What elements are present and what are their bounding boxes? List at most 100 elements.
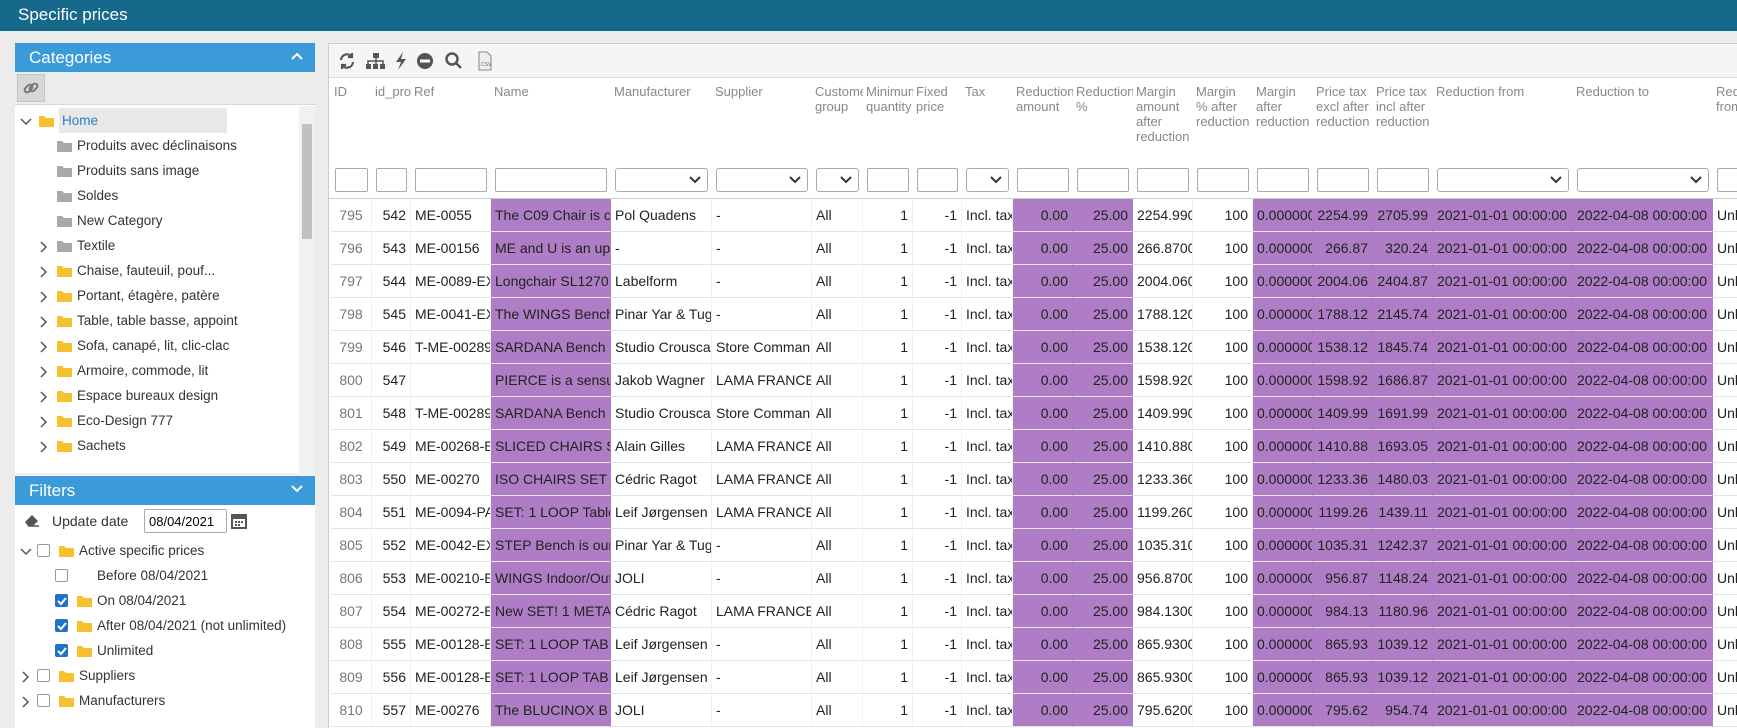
column-header[interactable]: Margin % after reduction bbox=[1193, 84, 1253, 159]
tree-node[interactable]: Sofa, canapé, lit, clic-clac bbox=[15, 333, 315, 358]
filter-label[interactable]: On 08/04/2021 bbox=[97, 588, 186, 613]
checkbox[interactable] bbox=[37, 694, 50, 707]
column-header[interactable]: Manufacturer bbox=[611, 84, 712, 159]
column-filter-input[interactable] bbox=[1197, 168, 1249, 192]
table-cell: 0.00 bbox=[1013, 298, 1073, 331]
bolt-button[interactable] bbox=[396, 52, 406, 70]
filter-label[interactable]: Manufacturers bbox=[79, 688, 165, 713]
collapse-toggle[interactable] bbox=[20, 115, 32, 129]
column-header[interactable]: Customer group bbox=[812, 84, 863, 159]
column-filter-input[interactable] bbox=[1717, 168, 1737, 192]
collapse-toggle[interactable] bbox=[20, 545, 32, 559]
expand-toggle[interactable] bbox=[38, 390, 50, 404]
column-filter-input[interactable] bbox=[1077, 168, 1129, 192]
column-filter-input[interactable] bbox=[867, 168, 909, 192]
tree-node[interactable]: Textile bbox=[15, 233, 315, 258]
vertical-scrollbar[interactable] bbox=[299, 106, 315, 489]
expand-toggle[interactable] bbox=[38, 415, 50, 429]
tree-button[interactable] bbox=[366, 53, 385, 69]
column-header[interactable]: Margin amount after reduction bbox=[1133, 84, 1193, 159]
csv-export-button[interactable]: CSV bbox=[479, 52, 492, 70]
checkbox[interactable] bbox=[37, 544, 50, 557]
column-filter-input[interactable] bbox=[1137, 168, 1189, 192]
column-filter-select[interactable] bbox=[966, 168, 1009, 192]
expand-toggle[interactable] bbox=[38, 290, 50, 304]
column-filter-input[interactable] bbox=[495, 168, 607, 192]
expand-toggle[interactable] bbox=[38, 340, 50, 354]
column-filter-select[interactable] bbox=[615, 168, 708, 192]
column-header[interactable]: Reduction from bbox=[1713, 84, 1737, 159]
expand-toggle[interactable] bbox=[38, 240, 50, 254]
column-header[interactable]: id_product bbox=[372, 84, 411, 159]
column-header[interactable]: Reduction to bbox=[1573, 84, 1713, 159]
tree-node[interactable]: Produits avec déclinaisons bbox=[15, 133, 315, 158]
column-filter-input[interactable] bbox=[1317, 168, 1369, 192]
expand-toggle[interactable] bbox=[38, 315, 50, 329]
categories-header[interactable]: Categories bbox=[15, 43, 315, 72]
tree-node[interactable]: Soldes bbox=[15, 183, 315, 208]
column-filter-select[interactable] bbox=[1577, 168, 1709, 192]
filter-label[interactable]: Unlimited bbox=[97, 638, 153, 663]
link-button[interactable] bbox=[17, 74, 45, 102]
column-header[interactable]: ID bbox=[331, 84, 372, 159]
remove-button[interactable] bbox=[417, 53, 433, 69]
column-header[interactable]: Reduction amount bbox=[1013, 84, 1073, 159]
checkbox[interactable] bbox=[55, 594, 68, 607]
column-header[interactable]: Fixed price bbox=[913, 84, 962, 159]
column-filter-select[interactable] bbox=[1437, 168, 1569, 192]
tree-node[interactable]: New Category bbox=[15, 208, 315, 233]
scroll-thumb[interactable] bbox=[302, 124, 312, 239]
column-filter-input[interactable] bbox=[415, 168, 487, 192]
filter-label[interactable]: After 08/04/2021 (not unlimited) bbox=[97, 613, 286, 638]
column-header[interactable]: Reduction from bbox=[1433, 84, 1573, 159]
column-header[interactable]: Tax bbox=[962, 84, 1013, 159]
update-date-input[interactable] bbox=[144, 509, 227, 533]
tree-node[interactable]: Portant, étagère, patère bbox=[15, 283, 315, 308]
column-header[interactable]: Margin after reduction bbox=[1253, 84, 1313, 159]
filter-label[interactable]: Active specific prices bbox=[79, 538, 204, 563]
search-button[interactable] bbox=[447, 54, 462, 69]
tree-label: Home bbox=[59, 108, 227, 133]
tree-node[interactable]: Eco-Design 777 bbox=[15, 408, 315, 433]
eraser-icon[interactable] bbox=[23, 512, 41, 528]
tree-node[interactable]: Espace bureaux design bbox=[15, 383, 315, 408]
column-header[interactable]: Ref bbox=[411, 84, 491, 159]
filter-label[interactable]: Before 08/04/2021 bbox=[97, 563, 208, 588]
column-filter-select[interactable] bbox=[716, 168, 808, 192]
tree-node[interactable]: Armoire, commode, lit bbox=[15, 358, 315, 383]
tree-node[interactable]: Table, table basse, appoint bbox=[15, 308, 315, 333]
filter-node: Unlimited bbox=[15, 638, 315, 663]
column-header[interactable]: Reduction % bbox=[1073, 84, 1133, 159]
tree-node[interactable]: Produits sans image bbox=[15, 158, 315, 183]
expand-toggle[interactable] bbox=[20, 670, 32, 684]
expand-toggle[interactable] bbox=[38, 265, 50, 279]
expand-toggle[interactable] bbox=[38, 440, 50, 454]
checkbox[interactable] bbox=[55, 569, 68, 582]
column-header[interactable]: Supplier bbox=[712, 84, 812, 159]
column-filter-select[interactable] bbox=[816, 168, 859, 192]
tree-node[interactable]: Home bbox=[15, 108, 315, 133]
column-filter-input[interactable] bbox=[1377, 168, 1429, 192]
checkbox[interactable] bbox=[37, 669, 50, 682]
expand-toggle[interactable] bbox=[20, 695, 32, 709]
column-filter-input[interactable] bbox=[917, 168, 958, 192]
column-header[interactable]: Name bbox=[491, 84, 611, 159]
table-cell: ME-00210-E bbox=[411, 562, 491, 595]
checkbox[interactable] bbox=[55, 619, 68, 632]
column-filter-input[interactable] bbox=[1017, 168, 1069, 192]
calendar-icon[interactable] bbox=[231, 512, 247, 529]
column-header[interactable]: Minimum quantity bbox=[863, 84, 913, 159]
checkbox[interactable] bbox=[55, 644, 68, 657]
filter-node: On 08/04/2021 bbox=[15, 588, 315, 613]
filters-header[interactable]: Filters bbox=[15, 476, 315, 505]
tree-node[interactable]: Chaise, fauteuil, pouf... bbox=[15, 258, 315, 283]
column-filter-input[interactable] bbox=[376, 168, 407, 192]
column-header[interactable]: Price tax excl after reduction bbox=[1313, 84, 1373, 159]
refresh-button[interactable] bbox=[341, 53, 353, 69]
column-header[interactable]: Price tax incl after reduction bbox=[1373, 84, 1433, 159]
tree-node[interactable]: Sachets bbox=[15, 433, 315, 458]
column-filter-input[interactable] bbox=[335, 168, 368, 192]
filter-label[interactable]: Suppliers bbox=[79, 663, 135, 688]
expand-toggle[interactable] bbox=[38, 365, 50, 379]
column-filter-input[interactable] bbox=[1257, 168, 1309, 192]
